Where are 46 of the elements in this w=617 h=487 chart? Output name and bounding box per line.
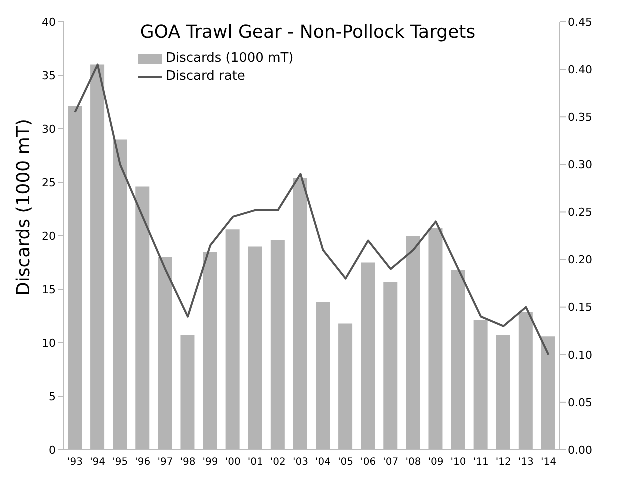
line-series [74, 64, 550, 356]
legend-label: Discards (1000 mT) [166, 50, 294, 68]
y2-tick-label: 0.15 [568, 301, 592, 314]
x-tick-label: '12 [496, 457, 512, 468]
x-tick-label: '10 [450, 457, 466, 468]
y2-tick-label: 0.10 [568, 348, 592, 362]
x-tick-label: '01 [248, 457, 264, 468]
x-tick-label: '13 [518, 457, 534, 468]
x-tick-label: '95 [112, 457, 128, 468]
y-tick-label: 10 [42, 336, 56, 350]
x-tick-label: '05 [338, 457, 354, 468]
y2-tick-label: 0.40 [568, 63, 592, 76]
x-tick-label: '02 [270, 457, 286, 468]
y-tick-label: 5 [49, 390, 56, 404]
x-tick-label: '97 [158, 457, 174, 468]
y-tick-label: 25 [42, 176, 56, 190]
x-tick-label: '07 [383, 457, 399, 468]
x-tick-label: '14 [540, 457, 556, 468]
y2-tick-label: 0.30 [568, 158, 592, 172]
x-tick-label: '09 [428, 457, 444, 468]
x-tick-label: '96 [135, 457, 151, 468]
x-tick-label: '00 [225, 457, 241, 468]
y2-tick-label: 0.20 [568, 254, 592, 267]
x-tick-label: '98 [180, 457, 196, 468]
x-tick-label: '94 [90, 457, 106, 468]
y2-tick-label: 0.00 [568, 444, 592, 457]
y2-tick-label: 0.05 [568, 396, 592, 410]
y-tick-label: 15 [42, 283, 56, 296]
y2-tick-label: 0.45 [568, 16, 592, 29]
chart-title: GOA Trawl Gear - Non-Pollock Targets [140, 22, 476, 43]
x-tick-label: '11 [473, 457, 489, 468]
x-tick-label: '08 [406, 457, 422, 468]
y-tick-label: 35 [42, 69, 56, 82]
x-tick-label: '04 [316, 457, 332, 468]
y-tick-label: 20 [42, 230, 56, 243]
y-tick-label: 40 [42, 16, 56, 29]
legend-label: Discard rate [166, 68, 246, 86]
y-tick-label: 30 [42, 122, 56, 136]
x-tick-label: '99 [202, 457, 218, 468]
y2-tick-label: 0.35 [568, 111, 592, 124]
y-axis-title: Discards (1000 mT) [13, 119, 34, 296]
y2-tick-label: 0.25 [568, 206, 592, 220]
x-tick-label: '03 [292, 457, 308, 468]
x-tick-label: '06 [360, 457, 376, 468]
x-tick-label: '93 [68, 457, 84, 468]
y-tick-label: 0 [49, 444, 56, 457]
